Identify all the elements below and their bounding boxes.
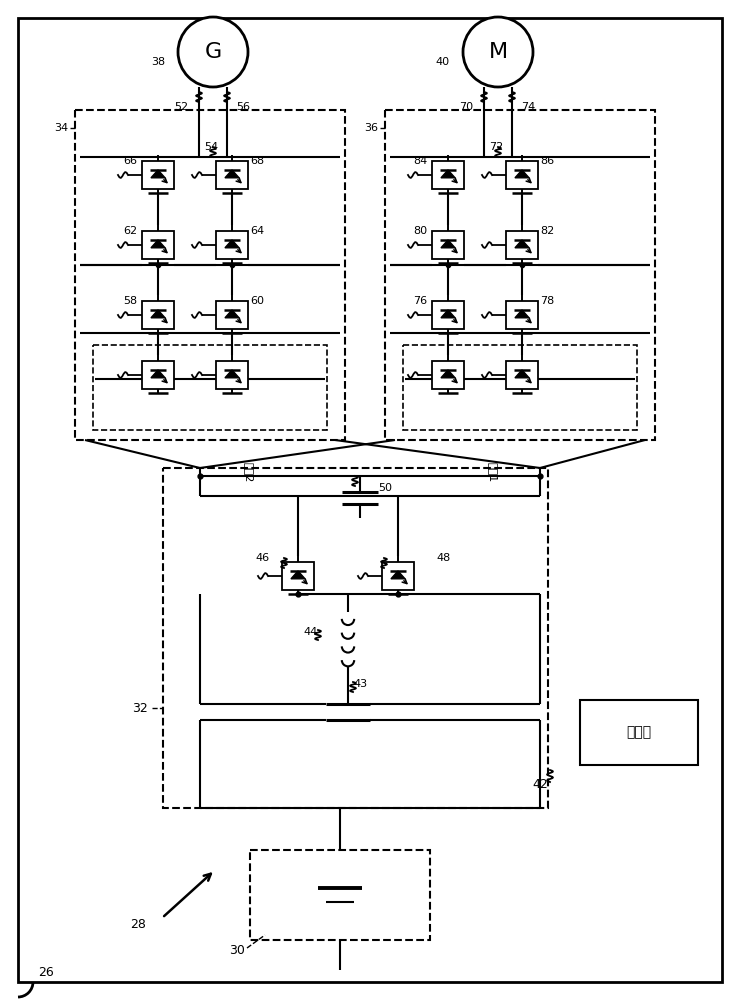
Bar bbox=[506, 361, 538, 389]
Bar bbox=[216, 161, 248, 189]
Polygon shape bbox=[441, 170, 455, 178]
Polygon shape bbox=[291, 571, 305, 579]
Text: 72: 72 bbox=[489, 142, 503, 152]
Bar bbox=[75, 110, 345, 440]
Bar bbox=[382, 562, 414, 590]
Text: 58: 58 bbox=[123, 296, 137, 306]
Text: 26: 26 bbox=[38, 966, 54, 978]
Bar bbox=[250, 850, 430, 940]
Circle shape bbox=[463, 17, 533, 87]
Polygon shape bbox=[515, 310, 529, 318]
Text: 桥腂2: 桥腂2 bbox=[243, 462, 253, 482]
Text: 54: 54 bbox=[204, 142, 218, 152]
Text: 60: 60 bbox=[250, 296, 264, 306]
Bar bbox=[142, 231, 174, 259]
Polygon shape bbox=[391, 571, 405, 579]
Text: 34: 34 bbox=[54, 123, 68, 133]
Polygon shape bbox=[441, 370, 455, 378]
Bar bbox=[142, 361, 174, 389]
Text: 82: 82 bbox=[540, 226, 554, 236]
Polygon shape bbox=[151, 310, 165, 318]
Text: 84: 84 bbox=[413, 156, 427, 166]
Bar bbox=[163, 468, 548, 808]
Bar bbox=[282, 562, 314, 590]
Polygon shape bbox=[441, 310, 455, 318]
Bar bbox=[216, 301, 248, 329]
Text: 32: 32 bbox=[132, 702, 148, 714]
Text: 控制器: 控制器 bbox=[627, 726, 651, 740]
Polygon shape bbox=[515, 170, 529, 178]
Bar bbox=[432, 231, 464, 259]
Bar bbox=[216, 231, 248, 259]
Bar bbox=[580, 700, 698, 765]
Text: 44: 44 bbox=[303, 627, 317, 637]
Text: M: M bbox=[488, 42, 508, 62]
Polygon shape bbox=[225, 310, 239, 318]
Polygon shape bbox=[515, 240, 529, 248]
Text: 30: 30 bbox=[229, 944, 245, 956]
Polygon shape bbox=[225, 370, 239, 378]
Bar bbox=[216, 361, 248, 389]
Polygon shape bbox=[151, 170, 165, 178]
Bar bbox=[93, 345, 327, 430]
Text: 70: 70 bbox=[459, 102, 473, 112]
Circle shape bbox=[178, 17, 248, 87]
Text: 40: 40 bbox=[436, 57, 450, 67]
Text: 66: 66 bbox=[123, 156, 137, 166]
Bar bbox=[142, 161, 174, 189]
Bar bbox=[142, 301, 174, 329]
Text: 64: 64 bbox=[250, 226, 264, 236]
Bar bbox=[506, 161, 538, 189]
Text: 43: 43 bbox=[353, 679, 367, 689]
Polygon shape bbox=[515, 370, 529, 378]
Text: 76: 76 bbox=[413, 296, 427, 306]
Polygon shape bbox=[151, 240, 165, 248]
Text: 46: 46 bbox=[256, 553, 270, 563]
Text: 36: 36 bbox=[364, 123, 378, 133]
Text: 80: 80 bbox=[413, 226, 427, 236]
Bar bbox=[506, 301, 538, 329]
Text: 62: 62 bbox=[123, 226, 137, 236]
Text: 42: 42 bbox=[532, 778, 548, 792]
Text: 桥腂1: 桥腂1 bbox=[487, 462, 497, 482]
Bar bbox=[385, 110, 655, 440]
Text: 68: 68 bbox=[250, 156, 264, 166]
Text: 50: 50 bbox=[378, 483, 392, 493]
Text: 74: 74 bbox=[521, 102, 535, 112]
Polygon shape bbox=[225, 170, 239, 178]
Bar bbox=[432, 161, 464, 189]
Text: 52: 52 bbox=[174, 102, 188, 112]
Text: 38: 38 bbox=[151, 57, 165, 67]
Text: 56: 56 bbox=[236, 102, 250, 112]
Polygon shape bbox=[441, 240, 455, 248]
Polygon shape bbox=[225, 240, 239, 248]
Bar bbox=[403, 345, 637, 430]
Polygon shape bbox=[151, 370, 165, 378]
Text: 28: 28 bbox=[130, 918, 146, 932]
Bar bbox=[432, 361, 464, 389]
Text: 48: 48 bbox=[436, 553, 450, 563]
Text: 86: 86 bbox=[540, 156, 554, 166]
Bar bbox=[506, 231, 538, 259]
Bar bbox=[432, 301, 464, 329]
Text: 78: 78 bbox=[540, 296, 554, 306]
Text: G: G bbox=[204, 42, 221, 62]
